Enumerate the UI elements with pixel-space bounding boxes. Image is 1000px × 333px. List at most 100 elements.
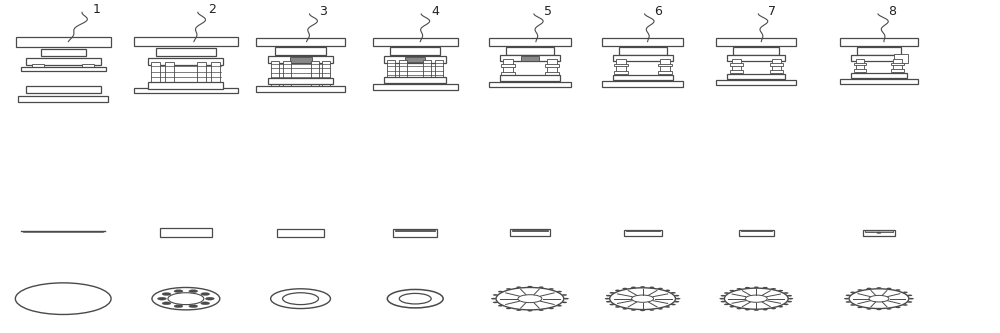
Bar [619, 47, 667, 55]
Bar [82, 64, 94, 67]
Text: 1: 1 [92, 3, 100, 16]
Bar [489, 82, 571, 87]
Bar [733, 47, 779, 55]
Circle shape [283, 293, 319, 305]
Bar [739, 230, 774, 236]
Circle shape [754, 286, 759, 288]
Bar [857, 47, 901, 55]
Circle shape [903, 304, 908, 306]
Circle shape [606, 301, 611, 302]
Circle shape [622, 288, 627, 289]
Circle shape [387, 289, 443, 308]
Circle shape [844, 298, 849, 299]
Bar [275, 47, 326, 55]
Bar [730, 70, 743, 73]
Circle shape [496, 287, 564, 310]
Circle shape [676, 298, 680, 299]
Bar [545, 72, 559, 75]
Circle shape [788, 298, 793, 299]
Circle shape [907, 295, 912, 296]
Circle shape [721, 301, 726, 302]
Bar [151, 62, 160, 93]
Bar [856, 59, 864, 76]
Circle shape [745, 287, 750, 288]
Bar [211, 62, 220, 93]
Bar [506, 47, 554, 55]
Circle shape [778, 306, 783, 308]
Bar [626, 230, 660, 231]
Circle shape [909, 298, 914, 299]
Bar [893, 59, 902, 76]
Bar [399, 60, 407, 84]
Circle shape [609, 304, 614, 305]
Circle shape [665, 290, 670, 291]
Circle shape [671, 304, 676, 305]
Bar [512, 230, 548, 231]
Circle shape [745, 309, 750, 310]
Bar [602, 38, 683, 46]
Bar [716, 38, 796, 46]
Bar [614, 64, 628, 66]
Circle shape [771, 308, 776, 309]
Bar [384, 56, 446, 63]
Circle shape [162, 293, 171, 295]
Circle shape [671, 292, 676, 294]
Circle shape [493, 294, 498, 296]
Bar [256, 38, 345, 46]
Circle shape [724, 288, 788, 309]
Bar [197, 62, 206, 93]
Text: 3: 3 [320, 5, 327, 18]
Circle shape [658, 308, 663, 310]
Bar [770, 70, 783, 73]
Circle shape [615, 306, 620, 308]
Circle shape [787, 301, 792, 302]
Circle shape [174, 305, 183, 308]
Bar [840, 79, 918, 84]
Circle shape [896, 306, 900, 308]
Bar [156, 48, 216, 56]
Circle shape [498, 305, 503, 307]
Text: 2: 2 [208, 3, 216, 16]
Bar [501, 64, 515, 67]
Bar [268, 78, 333, 84]
Bar [500, 55, 560, 61]
Circle shape [562, 302, 567, 303]
Circle shape [201, 302, 210, 305]
Circle shape [549, 308, 554, 309]
Bar [602, 81, 683, 87]
Bar [614, 71, 628, 74]
Circle shape [201, 293, 210, 295]
Circle shape [724, 292, 729, 294]
Bar [716, 80, 796, 85]
Bar [851, 55, 907, 61]
Bar [851, 73, 907, 78]
Circle shape [516, 286, 521, 288]
Bar [41, 49, 86, 56]
Bar [148, 58, 223, 65]
Circle shape [622, 308, 627, 310]
Circle shape [640, 310, 645, 311]
Bar [500, 75, 560, 81]
Circle shape [754, 309, 759, 311]
Circle shape [729, 306, 734, 308]
Circle shape [157, 297, 166, 300]
Circle shape [189, 305, 198, 308]
Bar [854, 63, 866, 66]
Circle shape [640, 286, 645, 288]
Bar [732, 59, 741, 77]
Circle shape [729, 290, 734, 291]
Bar [373, 84, 458, 90]
Circle shape [539, 286, 544, 288]
Circle shape [903, 292, 908, 293]
Circle shape [886, 288, 891, 289]
Circle shape [15, 283, 111, 314]
Bar [660, 59, 670, 77]
Bar [16, 37, 111, 47]
Circle shape [632, 295, 654, 302]
Bar [290, 57, 312, 63]
Circle shape [564, 298, 569, 299]
Bar [741, 230, 772, 231]
Bar [770, 63, 783, 66]
Circle shape [205, 297, 214, 300]
Circle shape [876, 309, 881, 310]
